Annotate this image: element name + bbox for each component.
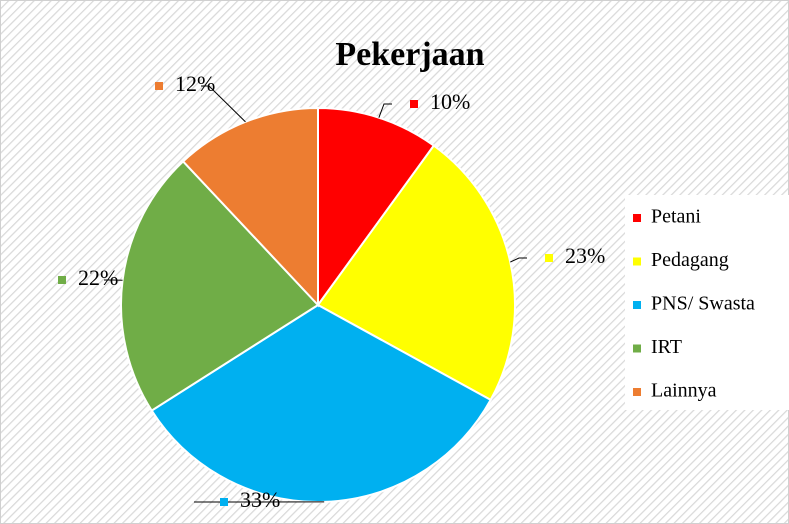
leader-line: [510, 257, 527, 263]
chart-title: Pekerjaan: [335, 36, 484, 73]
data-label: 12%: [175, 71, 215, 96]
legend-swatch: [633, 301, 641, 309]
label-swatch: [545, 254, 553, 262]
legend-swatch: [633, 388, 641, 396]
label-swatch: [220, 498, 228, 506]
legend-label: Lainnya: [651, 380, 717, 402]
legend-swatch: [633, 214, 641, 222]
legend-swatch: [633, 344, 641, 353]
data-label: 33%: [240, 487, 280, 512]
pie-slice: [181, 106, 319, 308]
label-swatch: [410, 100, 418, 108]
legend-label: Petani: [651, 206, 701, 228]
pie-slice: [316, 144, 516, 402]
data-label: 22%: [78, 265, 118, 290]
data-label: 10%: [430, 89, 470, 114]
legend-label: Pedagang: [651, 249, 729, 271]
leader-line: [378, 103, 392, 118]
leader-line: [201, 85, 246, 123]
data-label: 23%: [565, 243, 605, 268]
label-swatch: [155, 82, 163, 90]
legend-swatch: [633, 257, 641, 266]
legend-box: [625, 195, 789, 410]
label-swatch: [58, 276, 66, 284]
legend-label: PNS/ Swasta: [651, 293, 755, 315]
legend-label: IRT: [651, 336, 682, 358]
pie-slice: [317, 106, 436, 309]
